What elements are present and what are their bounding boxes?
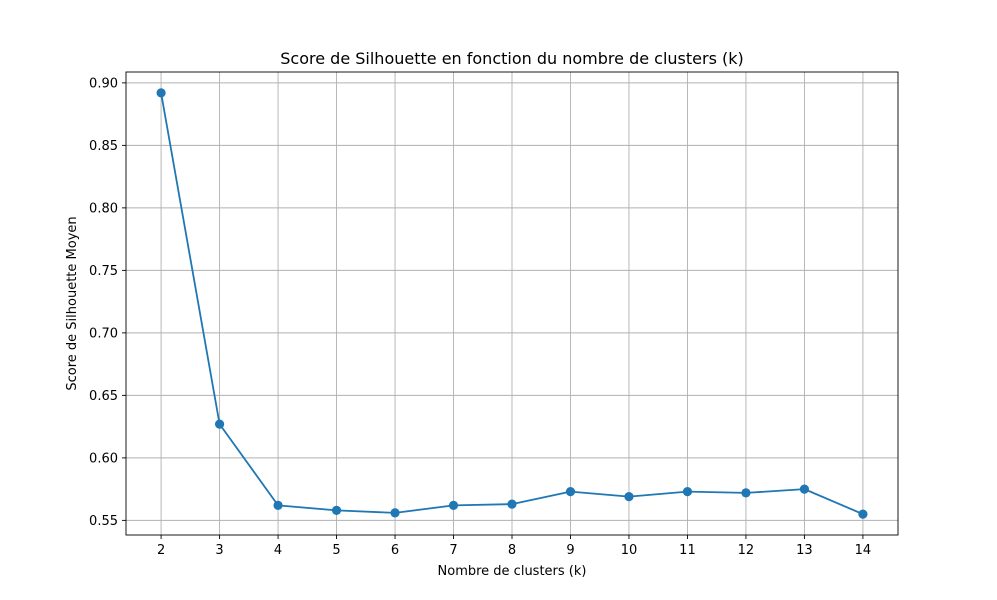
ticks: 2 3 4 5 6 7 8 9 10 11 12 13 14 0.55 0.60 0.65 0.70 0.75 0.… (89, 76, 871, 558)
x-tick-label: 14 (855, 543, 872, 558)
y-tick-label: 0.90 (89, 76, 118, 91)
x-tick-label: 9 (566, 543, 574, 558)
y-tick-label: 0.55 (89, 514, 118, 529)
data-point (448, 500, 459, 510)
x-axis-label: Nombre de clusters (k) (438, 564, 587, 579)
data-point (624, 492, 634, 502)
data-point (331, 505, 342, 515)
y-tick-label: 0.70 (89, 326, 118, 341)
x-tick-label: 4 (274, 543, 282, 558)
x-tick-label: 2 (157, 543, 165, 558)
y-tick-label: 0.80 (89, 201, 118, 216)
x-tick-label: 3 (215, 543, 223, 558)
data-point (273, 500, 283, 510)
data-point (858, 509, 868, 519)
y-tick-label: 0.60 (89, 451, 118, 466)
y-tick-label: 0.85 (89, 139, 118, 154)
data-point (214, 419, 225, 429)
data-point (741, 488, 751, 498)
y-tick-label: 0.65 (89, 389, 118, 404)
x-tick-label: 7 (449, 543, 457, 558)
series-layer (156, 88, 868, 519)
grid (126, 72, 898, 535)
x-tick-label: 10 (621, 543, 638, 558)
data-point (565, 487, 576, 497)
x-tick-label: 8 (508, 543, 516, 558)
data-point (156, 88, 166, 98)
x-tick-label: 13 (796, 543, 813, 558)
data-point (799, 484, 810, 494)
x-tick-label: 5 (332, 543, 340, 558)
y-axis-label: Score de Silhouette Moyen (65, 216, 80, 390)
data-point (390, 508, 400, 518)
x-tick-label: 6 (391, 543, 399, 558)
data-point (682, 487, 693, 497)
data-point (507, 499, 517, 509)
y-tick-label: 0.75 (89, 264, 118, 279)
x-tick-label: 11 (679, 543, 696, 558)
x-tick-label: 12 (738, 543, 755, 558)
chart-title: Score de Silhouette en fonction du nombr… (280, 49, 743, 68)
